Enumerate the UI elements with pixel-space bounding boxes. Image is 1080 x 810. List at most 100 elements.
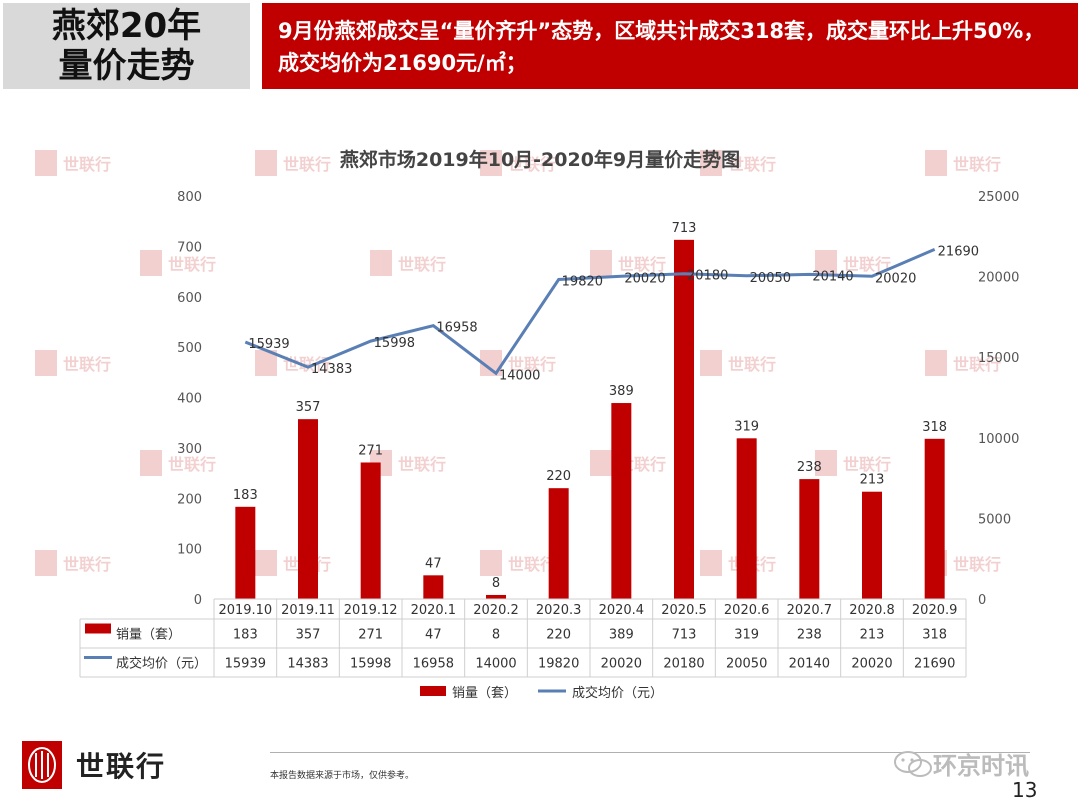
- table-legend-key-sales: [85, 623, 111, 634]
- bar-value-label: 220: [546, 469, 571, 484]
- bar-value-label: 271: [358, 443, 383, 458]
- header-summary: 9月份燕郊成交呈“量价齐升”态势，区域共计成交318套，成交量环比上升50%，成…: [262, 3, 1078, 89]
- table-cell-sales: 357: [296, 628, 321, 643]
- watermark-logo: 世联行: [255, 150, 331, 176]
- bar-value-label: 319: [734, 419, 759, 434]
- table-category-label: 2020.2: [473, 603, 519, 618]
- bar-sales-2020.7: [799, 479, 820, 599]
- table-category-label: 2020.8: [849, 603, 895, 618]
- watermark-logo: 世联行: [35, 150, 111, 176]
- watermark-logo: 世联行: [925, 150, 1001, 176]
- table-cell-price: 14000: [475, 657, 516, 672]
- table-cell-price: 16958: [413, 657, 454, 672]
- table-category-label: 2020.5: [661, 603, 707, 618]
- table-cell-price: 15939: [225, 657, 266, 672]
- right-axis-tick-label: 20000: [978, 271, 1019, 286]
- table-category-label: 2020.7: [787, 603, 833, 618]
- table-cell-price: 21690: [914, 657, 955, 672]
- line-value-label: 21690: [938, 244, 979, 259]
- table-cell-sales: 183: [233, 628, 258, 643]
- watermark-logo: 世联行: [480, 150, 556, 176]
- bar-sales-2020.3: [548, 488, 569, 599]
- bar-sales-2020.8: [862, 491, 882, 599]
- watermark-logo: 世联行: [480, 550, 556, 576]
- left-axis-tick-label: 800: [177, 190, 202, 205]
- bar-sales-2020.6: [736, 438, 757, 599]
- left-axis-tick-label: 700: [177, 240, 202, 255]
- line-avg-price: [244, 247, 936, 376]
- table-cell-price: 14383: [287, 657, 328, 672]
- bar-value-label: 213: [860, 473, 885, 488]
- watermark-logo: 世联行: [255, 350, 331, 376]
- line-value-label: 14000: [499, 368, 540, 383]
- legend-label-sales: 销量（套）: [452, 685, 517, 701]
- watermark-logo: 世联行: [590, 250, 666, 276]
- table-category-label: 2019.10: [218, 603, 272, 618]
- wechat-watermark: 环京时讯: [893, 746, 1029, 781]
- table-cell-price: 19820: [538, 657, 579, 672]
- right-axis-tick-label: 10000: [978, 432, 1019, 447]
- bar-sales-2020.2: [486, 594, 506, 599]
- line-value-label: 16958: [436, 321, 477, 336]
- watermark-logo: 世联行: [35, 550, 111, 576]
- table-cell-price: 20180: [663, 657, 704, 672]
- header-title-line2: 量价走势: [58, 46, 195, 86]
- line-value-label: 20050: [750, 271, 791, 286]
- brand-logo-icon: [22, 741, 62, 789]
- table-cell-price: 20140: [789, 657, 830, 672]
- bar-value-label: 8: [492, 576, 500, 591]
- watermark-logo: 世联行: [35, 350, 111, 376]
- table-row-label-sales: 销量（套）: [116, 627, 181, 643]
- bar-value-label: 389: [609, 384, 634, 399]
- table-cell-price: 20020: [601, 657, 642, 672]
- bar-sales-2020.4: [611, 403, 632, 599]
- watermark-logo: 世联行: [815, 250, 891, 276]
- table-cell-sales: 318: [922, 628, 947, 643]
- bar-value-label: 183: [233, 488, 258, 503]
- wechat-account-name: 环京时讯: [933, 752, 1029, 780]
- table-category-label: 2020.3: [536, 603, 582, 618]
- table-category-label: 2019.11: [281, 603, 335, 618]
- bar-sales-2019.12: [360, 462, 381, 599]
- line-value-label: 15939: [248, 337, 289, 352]
- bar-sales-2020.5: [674, 239, 694, 600]
- wechat-icon: [894, 750, 932, 777]
- table-category-label: 2020.1: [411, 603, 457, 618]
- header-title-line1: 燕郊20年: [51, 6, 202, 46]
- table-category-label: 2019.12: [344, 603, 398, 618]
- chart-title: 燕郊市场2019年10月-2020年9月量价走势图: [340, 148, 740, 171]
- bar-value-label: 713: [672, 221, 697, 236]
- page-number: 13: [1012, 778, 1038, 802]
- table-cell-sales: 213: [860, 628, 885, 643]
- bar-value-label: 238: [797, 460, 822, 475]
- footer-note: 本报告数据来源于市场，仅供参考。: [270, 771, 415, 781]
- bar-sales-2019.10: [235, 506, 256, 599]
- line-value-label: 20020: [875, 271, 916, 286]
- watermark-logo: 世联行: [370, 250, 446, 276]
- table-cell-sales: 238: [797, 628, 822, 643]
- line-value-label: 19820: [562, 275, 603, 290]
- table-category-label: 2020.9: [912, 603, 958, 618]
- right-axis-tick-label: 0: [978, 593, 986, 608]
- bar-value-label: 318: [922, 420, 947, 435]
- line-value-label: 15998: [374, 336, 415, 351]
- table-cell-sales: 713: [672, 628, 697, 643]
- table-row-label-price: 成交均价（元）: [116, 656, 207, 672]
- watermark-logo: 世联行: [700, 350, 776, 376]
- table-category-label: 2020.4: [599, 603, 645, 618]
- watermark-logo: 世联行: [140, 450, 216, 476]
- right-axis-tick-label: 15000: [978, 351, 1019, 366]
- table-cell-price: 15998: [350, 657, 391, 672]
- watermark-logo: 世联行: [480, 350, 556, 376]
- bar-value-label: 47: [425, 556, 442, 571]
- table-cell-sales: 47: [425, 628, 442, 643]
- left-axis-tick-label: 500: [177, 341, 202, 356]
- legend-label-price: 成交均价（元）: [572, 685, 663, 701]
- watermark-logo: 世联行: [925, 350, 1001, 376]
- brand-name: 世联行: [76, 750, 167, 783]
- table-cell-sales: 389: [609, 628, 634, 643]
- line-value-label: 20140: [812, 269, 853, 284]
- left-axis-tick-label: 600: [177, 291, 202, 306]
- left-axis-tick-label: 300: [177, 442, 202, 457]
